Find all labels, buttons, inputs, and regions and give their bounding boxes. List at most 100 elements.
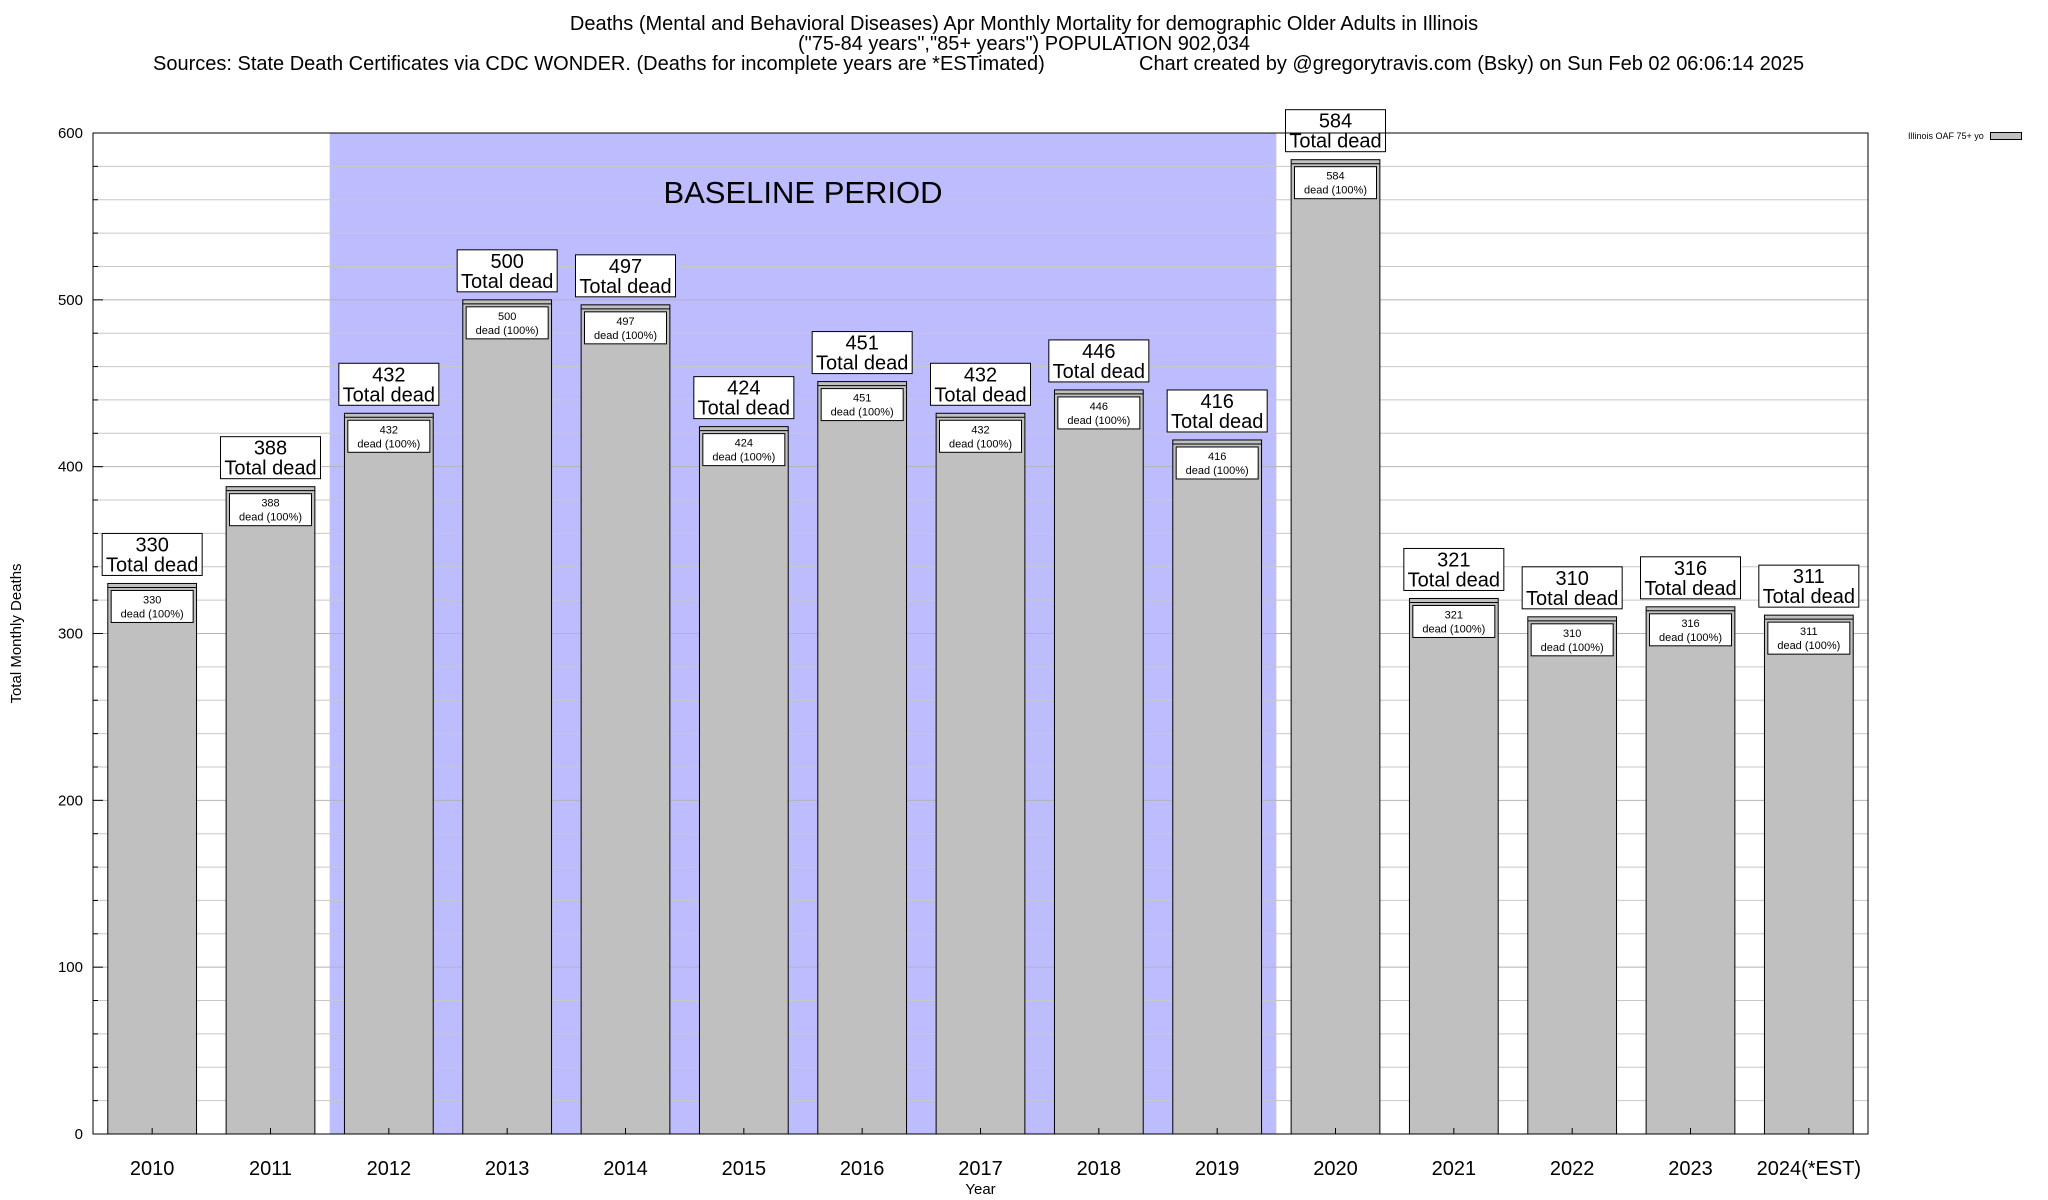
inner-dead-label: dead (100%) xyxy=(476,325,539,337)
inner-value-label: 311 xyxy=(1800,626,1818,638)
inner-value-label: 424 xyxy=(735,438,753,450)
inner-label-box xyxy=(939,419,1022,453)
inner-value-label: 432 xyxy=(971,424,989,436)
inner-label-box xyxy=(1649,613,1732,647)
x-tick-label: 2020 xyxy=(1313,1158,1358,1180)
inner-label-box xyxy=(465,306,549,340)
inner-dead-label: dead (100%) xyxy=(357,438,420,450)
total-label-box xyxy=(101,532,203,576)
bar xyxy=(935,412,1026,1135)
y-tick-label: 200 xyxy=(58,792,83,809)
total-value-label: 584 xyxy=(1319,111,1352,133)
inner-dead-label: dead (100%) xyxy=(712,452,775,464)
x-tick-label: 2018 xyxy=(1077,1158,1122,1180)
inner-label-box xyxy=(1530,623,1614,657)
total-dead-label: Total dead xyxy=(579,276,671,298)
x-tick-label: 2016 xyxy=(840,1158,885,1180)
y-tick-label: 0 xyxy=(75,1126,83,1143)
legend-label: Illinois OAF 75+ yo xyxy=(1908,131,1984,141)
inner-label-box xyxy=(1294,166,1377,200)
total-value-label: 424 xyxy=(727,378,760,400)
total-value-label: 316 xyxy=(1674,558,1707,580)
bar xyxy=(817,381,908,1135)
plot-border xyxy=(92,132,1869,1135)
inner-value-label: 321 xyxy=(1445,609,1463,621)
inner-value-label: 310 xyxy=(1563,628,1581,640)
total-value-label: 321 xyxy=(1437,549,1470,571)
total-value-label: 500 xyxy=(490,251,523,273)
inner-label-box xyxy=(584,311,667,345)
bar xyxy=(462,299,553,1135)
inner-label-box xyxy=(229,493,312,527)
x-tick-label: 2012 xyxy=(367,1158,412,1180)
inner-label-box xyxy=(347,419,431,453)
legend-swatch xyxy=(1989,132,2022,140)
inner-label-box xyxy=(1175,446,1259,480)
title-line-1: Deaths (Mental and Behavioral Diseases) … xyxy=(569,13,1479,35)
total-label-box xyxy=(811,331,913,375)
inner-dead-label: dead (100%) xyxy=(1304,185,1367,197)
inner-dead-label: dead (100%) xyxy=(594,330,657,342)
inner-value-label: 316 xyxy=(1681,618,1699,630)
total-label-box xyxy=(1285,109,1386,153)
inner-dead-label: dead (100%) xyxy=(1541,642,1604,654)
total-label-box xyxy=(930,362,1031,406)
inner-label-box xyxy=(1412,604,1496,638)
y-tick-label: 400 xyxy=(58,459,83,476)
bar xyxy=(1763,614,1854,1135)
total-label-box xyxy=(1048,339,1150,383)
inner-value-label: 451 xyxy=(853,393,871,405)
total-dead-label: Total dead xyxy=(1408,569,1500,591)
total-label-box xyxy=(220,436,321,480)
legend: Illinois OAF 75+ yo xyxy=(1908,131,2022,141)
x-tick-label: 2024(*EST) xyxy=(1757,1158,1862,1180)
total-dead-label: Total dead xyxy=(698,398,790,420)
chart-credit: Chart created by @gregorytravis.com (Bsk… xyxy=(1139,53,1805,75)
inner-dead-label: dead (100%) xyxy=(121,608,184,620)
total-value-label: 432 xyxy=(964,364,997,386)
inner-value-label: 584 xyxy=(1326,171,1344,183)
inner-label-box xyxy=(702,433,786,467)
bar xyxy=(225,486,316,1135)
total-dead-label: Total dead xyxy=(343,384,435,406)
inner-value-label: 497 xyxy=(616,316,634,328)
inner-value-label: 446 xyxy=(1090,401,1108,413)
inner-dead-label: dead (100%) xyxy=(831,407,894,419)
total-value-label: 388 xyxy=(254,438,287,460)
total-label-box xyxy=(693,376,795,420)
total-label-box xyxy=(1640,556,1741,600)
total-value-label: 310 xyxy=(1555,568,1588,590)
bar xyxy=(1290,159,1381,1135)
y-tick-label: 100 xyxy=(58,959,83,976)
inner-value-label: 388 xyxy=(261,498,279,510)
inner-label-box xyxy=(110,589,194,623)
total-label-box xyxy=(1758,564,1860,608)
bar xyxy=(1053,389,1144,1135)
total-dead-label: Total dead xyxy=(934,384,1026,406)
total-value-label: 451 xyxy=(845,333,878,355)
inner-dead-label: dead (100%) xyxy=(1186,465,1249,477)
total-label-box xyxy=(1166,389,1268,433)
total-dead-label: Total dead xyxy=(1526,588,1618,610)
total-dead-label: Total dead xyxy=(1171,411,1263,433)
inner-value-label: 330 xyxy=(143,594,161,606)
total-dead-label: Total dead xyxy=(461,271,553,293)
x-tick-label: 2010 xyxy=(130,1158,175,1180)
inner-dead-label: dead (100%) xyxy=(1422,623,1485,635)
total-dead-label: Total dead xyxy=(106,554,198,576)
y-tick-label: 600 xyxy=(58,125,83,142)
inner-value-label: 416 xyxy=(1208,451,1226,463)
x-axis-label: Year xyxy=(965,1181,995,1198)
total-dead-label: Total dead xyxy=(1053,361,1145,383)
total-dead-label: Total dead xyxy=(1763,586,1855,608)
x-tick-label: 2019 xyxy=(1195,1158,1240,1180)
x-tick-label: 2013 xyxy=(485,1158,530,1180)
baseline-label: BASELINE PERIOD xyxy=(663,175,942,210)
inner-dead-label: dead (100%) xyxy=(1659,632,1722,644)
total-label-box xyxy=(1403,547,1505,591)
x-tick-label: 2011 xyxy=(249,1158,292,1180)
bar xyxy=(107,582,198,1135)
bar xyxy=(1408,597,1499,1135)
x-tick-label: 2014 xyxy=(603,1158,648,1180)
bar xyxy=(580,304,671,1135)
